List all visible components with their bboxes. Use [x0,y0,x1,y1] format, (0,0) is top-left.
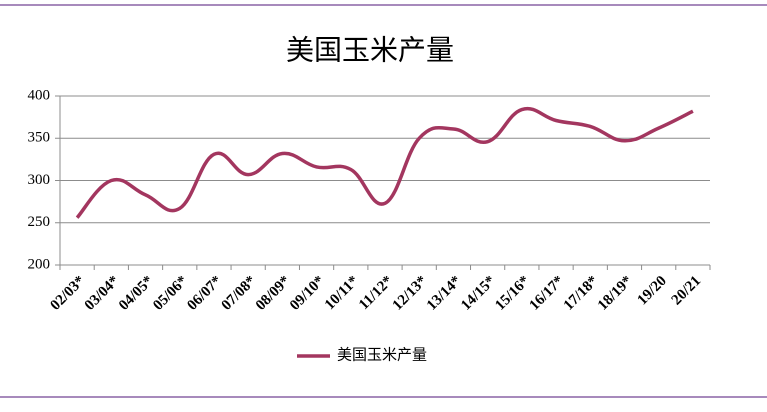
x-tick-label: 19/20 [634,273,669,308]
x-tick-label: 06/07* [184,273,225,314]
y-tick-label: 350 [28,130,51,146]
x-tick-label: 13/14* [424,273,465,314]
x-tick-label: 11/12* [356,273,396,313]
x-tick-label: 18/19* [595,273,636,314]
x-tick-label: 17/18* [561,273,602,314]
x-tick-label: 08/09* [253,273,294,314]
x-tick-label: 05/06* [150,273,191,314]
x-tick-label: 09/10* [287,273,328,314]
y-tick-label: 200 [28,256,51,272]
x-tick-label: 02/03* [48,273,89,314]
x-tick-label: 03/04* [82,273,123,314]
y-tick-label: 400 [28,87,51,103]
x-tick-label: 04/05* [116,273,157,314]
x-tick-label: 20/21 [669,273,704,308]
x-tick-label: 12/13* [390,273,431,314]
x-tick-label: 15/16* [492,273,533,314]
legend-label: 美国玉米产量 [337,346,427,363]
x-tick-label: 10/11* [322,273,362,313]
chart-title: 美国玉米产量 [286,34,454,66]
x-tick-label: 07/08* [219,273,260,314]
x-tick-label: 16/17* [527,273,568,314]
series-line [75,106,694,219]
y-tick-label: 250 [28,214,51,230]
y-tick-label: 300 [28,172,51,188]
x-tick-label: 14/15* [458,273,499,314]
